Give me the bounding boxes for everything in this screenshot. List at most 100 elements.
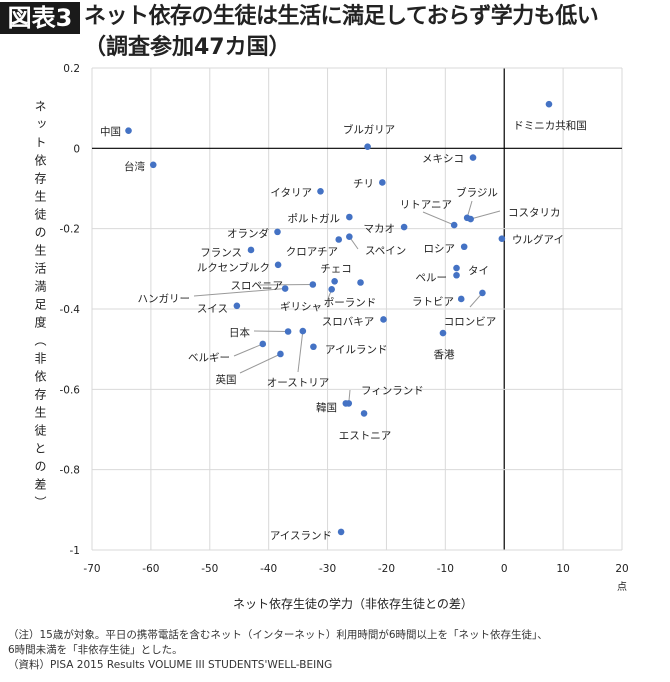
y-tick-label: 0.2 — [63, 63, 80, 75]
point-label: リトアニア — [400, 199, 452, 211]
data-point — [337, 528, 345, 536]
notes: （注）15歳が対象。平日の携帯電話を含むネット（インターネット）利用時間が6時間… — [8, 628, 548, 673]
data-point — [274, 261, 282, 269]
leader-line — [422, 211, 455, 226]
point-label: ポルトガル — [288, 213, 341, 225]
data-point — [460, 243, 468, 251]
point-label: チリ — [353, 178, 374, 190]
x-tick-label: -10 — [437, 563, 454, 575]
data-point — [309, 281, 317, 288]
data-points — [125, 100, 553, 536]
point-label: ロシア — [424, 243, 456, 255]
leader-line — [233, 343, 263, 357]
point-label: アイスランド — [270, 530, 332, 542]
note-source: （資料）PISA 2015 Results VOLUME III STUDENT… — [8, 659, 333, 671]
data-point — [450, 221, 458, 229]
x-tick-label: 10 — [556, 563, 569, 575]
data-point — [284, 328, 292, 335]
data-point — [453, 271, 460, 279]
data-point — [469, 154, 477, 161]
grid-lines — [91, 67, 623, 551]
data-point — [247, 246, 255, 254]
data-point — [467, 215, 474, 223]
x-tick-label: -60 — [142, 563, 159, 575]
x-axis-title: ネット依存生徒の学力（非依存生徒との差） — [233, 596, 473, 611]
data-point — [360, 410, 368, 417]
point-label: ポーランド — [324, 297, 377, 309]
chart-subtitle: （調査参加47カ国） — [84, 35, 291, 60]
x-tick-label: -30 — [319, 563, 336, 575]
data-point — [379, 179, 386, 186]
point-label: エストニア — [339, 430, 392, 442]
data-point — [380, 316, 387, 323]
data-point — [281, 285, 289, 292]
point-label: コロンビア — [444, 316, 497, 328]
point-label: メキシコ — [422, 153, 464, 165]
data-point — [346, 213, 353, 221]
y-tick-label: -0.2 — [60, 224, 81, 236]
point-label: フィンランド — [361, 385, 424, 397]
point-label: ハンガリー — [138, 293, 191, 305]
data-point — [233, 302, 241, 310]
data-point — [400, 223, 408, 231]
data-point — [149, 161, 157, 169]
point-label: ウルグアイ — [512, 233, 564, 246]
data-point — [277, 350, 284, 358]
point-label: ペルー — [416, 272, 448, 284]
x-axis-unit: 点 — [617, 581, 627, 593]
point-label: ドミニカ共和国 — [513, 120, 587, 132]
data-point — [453, 264, 460, 272]
data-point — [439, 329, 447, 337]
data-point — [317, 188, 324, 195]
point-label: マカオ — [364, 223, 396, 235]
data-point — [335, 236, 343, 243]
point-label: スロバキア — [322, 316, 375, 328]
data-point — [299, 327, 307, 335]
y-tick-label: 0 — [73, 143, 80, 155]
point-label: 韓国 — [316, 402, 337, 414]
data-point — [357, 279, 364, 286]
note-line-1: （注）15歳が対象。平日の携帯電話を含むネット（インターネット）利用時間が6時間… — [8, 629, 548, 641]
data-point — [545, 100, 553, 108]
note-line-2: 6時間未満を「非依存生徒」とした。 — [8, 644, 183, 656]
data-point — [346, 233, 353, 240]
point-label: ギリシャ — [280, 301, 322, 313]
leader-line — [193, 288, 286, 297]
point-label: タイ — [468, 265, 489, 277]
point-label: 英国 — [216, 373, 237, 386]
point-label: コスタリカ — [508, 207, 561, 219]
point-label: スロベニア — [231, 280, 284, 292]
data-point — [125, 127, 132, 134]
point-label: 香港 — [434, 349, 455, 361]
point-label: ラトビア — [412, 296, 454, 308]
data-point — [310, 343, 317, 351]
y-tick-label: -0.6 — [60, 384, 81, 396]
x-tick-label: -20 — [378, 563, 395, 575]
point-label: チェコ — [320, 263, 352, 275]
data-point — [259, 340, 267, 348]
point-label: ベルギー — [188, 352, 230, 364]
leader-line — [257, 283, 313, 286]
data-point — [342, 400, 350, 407]
y-tick-label: -1 — [70, 545, 80, 557]
tick-labels: -70 -60 -50 -40 -30 -20 -10 0 10 20 0.2 0 -0.2 -0.4 -0… — [60, 63, 629, 575]
point-label: イタリア — [270, 187, 312, 199]
point-label: スペイン — [365, 245, 406, 257]
data-point — [331, 277, 338, 285]
data-point — [457, 295, 465, 303]
data-point — [479, 289, 486, 297]
chart-title: ネット依存の生徒は生活に満足しておらず学力も低い — [84, 4, 599, 29]
x-tick-label: 20 — [615, 563, 628, 575]
x-tick-label: -70 — [83, 563, 100, 575]
point-label: ブルガリア — [343, 123, 395, 136]
point-label: クロアチア — [286, 246, 338, 258]
x-tick-label: 0 — [501, 563, 508, 575]
x-tick-label: -50 — [201, 563, 218, 575]
point-label: 中国 — [100, 125, 121, 138]
point-label: フランス — [200, 247, 242, 259]
x-tick-label: -40 — [260, 563, 277, 575]
point-label: オランダ — [227, 227, 269, 240]
point-label: アイルランド — [325, 344, 387, 356]
point-label: オーストリア — [267, 377, 329, 389]
